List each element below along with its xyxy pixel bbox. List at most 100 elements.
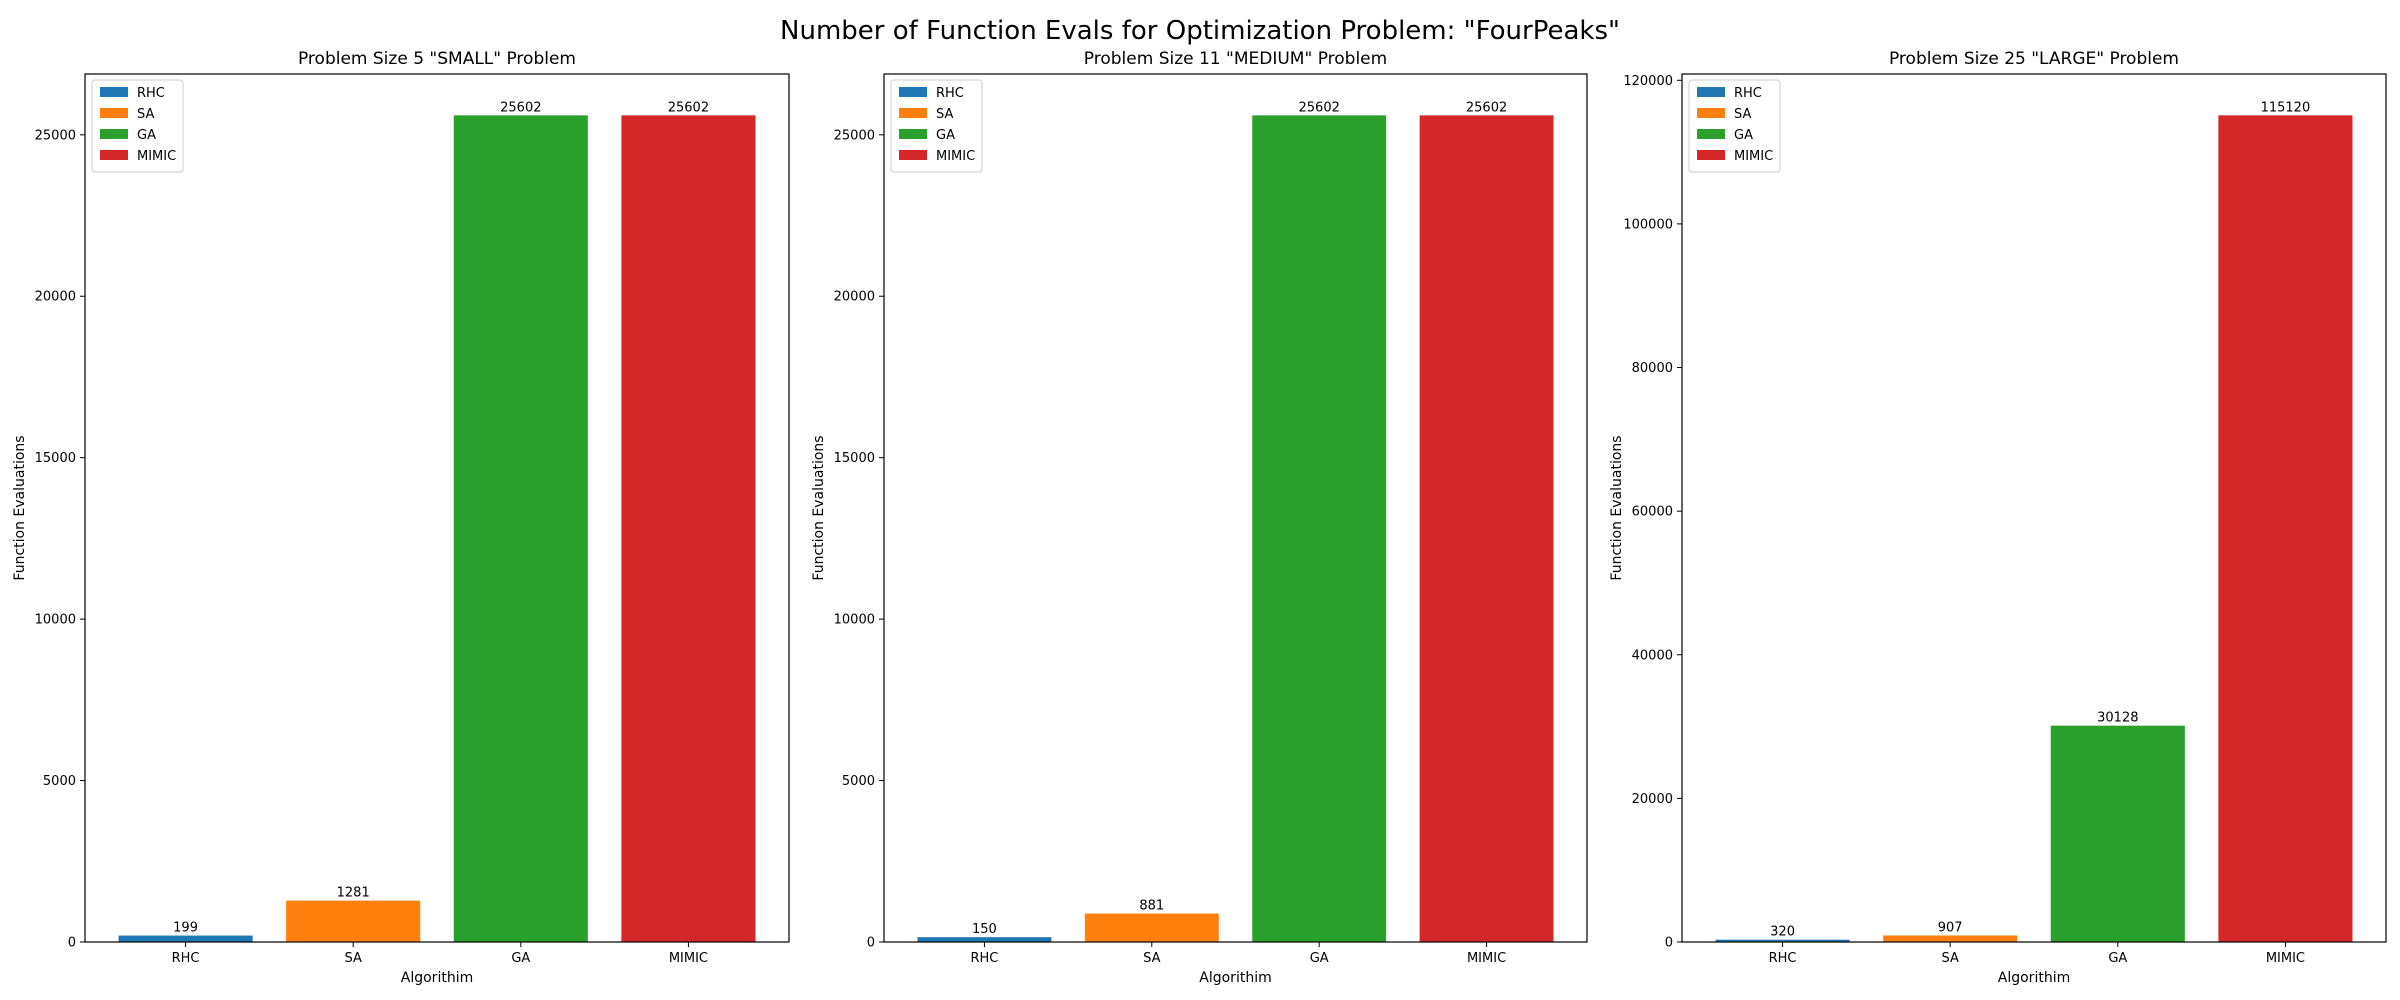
legend: RHC SA GA MIMIC [91, 79, 184, 173]
legend-swatch-mimic [899, 150, 927, 160]
y-tick-label: 120000 [1623, 74, 1673, 89]
bar-value-label: 199 [173, 921, 198, 936]
axes-frame [883, 73, 1588, 943]
legend-label: MIMIC [1734, 149, 1773, 164]
bar-sa [1084, 913, 1219, 942]
legend-swatch-rhc [1697, 87, 1725, 97]
y-axis-label: Function Evaluations [811, 435, 827, 580]
subplot-1: Problem Size 5 "SMALL" Problem 199 1281 256… [12, 49, 790, 986]
bar-value-label: 25602 [1299, 100, 1340, 115]
bar-value-label: 115120 [2261, 100, 2311, 115]
subplot-title: Problem Size 5 "SMALL" Problem [298, 49, 576, 69]
axes-frame [84, 73, 790, 943]
subplot-title: Problem Size 25 "LARGE" Problem [1889, 49, 2179, 69]
bar-sa [286, 900, 421, 942]
y-tick-label: 10000 [35, 613, 76, 628]
x-tick-label: SA [1941, 951, 1958, 966]
legend-swatch-ga [1697, 129, 1725, 139]
legend-label: SA [936, 107, 953, 122]
legend-box [890, 79, 983, 173]
figure-title: Number of Function Evals for Optimizatio… [780, 16, 1620, 46]
bar-rhc [1715, 939, 1850, 942]
x-tick-label: GA [511, 951, 530, 966]
bar-value-label: 320 [1770, 925, 1795, 940]
y-tick-label: 80000 [1632, 361, 1673, 376]
bar-mimic [2218, 115, 2353, 943]
legend-label: GA [137, 128, 156, 143]
y-tick-label: 25000 [834, 128, 875, 143]
bar-mimic [1419, 115, 1554, 942]
y-tick-label: 15000 [834, 451, 875, 466]
legend-swatch-sa [1697, 108, 1725, 118]
bar-rhc [118, 935, 253, 942]
subplot-title: Problem Size 11 "MEDIUM" Problem [1084, 49, 1387, 69]
y-tick-label: 20000 [35, 290, 76, 305]
legend-swatch-sa [899, 108, 927, 118]
legend-swatch-rhc [899, 87, 927, 97]
x-tick-label: GA [2108, 951, 2127, 966]
x-tick-label: MIMIC [1467, 951, 1506, 966]
x-tick-label: SA [344, 951, 361, 966]
y-tick-label: 0 [1665, 936, 1673, 951]
x-tick-label: RHC [1769, 951, 1797, 966]
x-axis-label: Algorithim [1998, 970, 2070, 986]
legend: RHC SA GA MIMIC [1688, 79, 1781, 173]
bar-value-label: 907 [1938, 920, 1963, 935]
y-tick-label: 15000 [35, 451, 76, 466]
legend-swatch-mimic [100, 150, 128, 160]
x-tick-label: GA [1310, 951, 1329, 966]
legend-box [1688, 79, 1781, 173]
bar-value-label: 150 [972, 922, 997, 937]
bar-value-label: 25602 [1466, 100, 1507, 115]
legend-swatch-ga [899, 129, 927, 139]
y-axis-label: Function Evaluations [12, 435, 28, 580]
x-axis-label: Algorithim [1199, 970, 1271, 986]
bar-sa [1883, 935, 2018, 942]
x-tick-label: MIMIC [669, 951, 708, 966]
legend-swatch-rhc [100, 87, 128, 97]
subplot-2: Problem Size 11 "MEDIUM" Problem 150 881 25… [811, 49, 1588, 986]
legend-label: RHC [137, 86, 165, 101]
y-tick-label: 40000 [1632, 648, 1673, 663]
subplots: Problem Size 5 "SMALL" Problem 199 1281 256… [12, 49, 2387, 986]
y-tick-label: 0 [867, 936, 875, 951]
x-tick-label: RHC [970, 951, 998, 966]
legend-swatch-mimic [1697, 150, 1725, 160]
x-tick-label: MIMIC [2266, 951, 2305, 966]
bar-value-label: 25602 [500, 100, 541, 115]
y-axis-label: Function Evaluations [1609, 435, 1625, 580]
legend-swatch-ga [100, 129, 128, 139]
bar-value-label: 25602 [668, 100, 709, 115]
legend-swatch-sa [100, 108, 128, 118]
legend-label: MIMIC [137, 149, 176, 164]
y-tick-label: 5000 [43, 774, 76, 789]
legend-label: SA [1734, 107, 1751, 122]
bar-ga [2050, 725, 2185, 942]
y-tick-label: 25000 [35, 128, 76, 143]
y-tick-label: 0 [68, 936, 76, 951]
x-tick-label: SA [1143, 951, 1160, 966]
legend: RHC SA GA MIMIC [890, 79, 983, 173]
y-tick-label: 10000 [834, 613, 875, 628]
legend-label: GA [936, 128, 955, 143]
bar-value-label: 30128 [2097, 711, 2138, 726]
subplot-3: Problem Size 25 "LARGE" Problem 320 907 301… [1609, 49, 2387, 986]
legend-label: RHC [936, 86, 964, 101]
bar-value-label: 1281 [337, 886, 370, 901]
bar-value-label: 881 [1139, 899, 1164, 914]
y-tick-label: 20000 [834, 290, 875, 305]
legend-label: GA [1734, 128, 1753, 143]
legend-label: MIMIC [936, 149, 975, 164]
axes-frame [1681, 73, 2387, 943]
bar-ga [1252, 115, 1387, 942]
legend-box [91, 79, 184, 173]
bar-mimic [621, 115, 756, 942]
legend-label: RHC [1734, 86, 1762, 101]
bar-ga [453, 115, 588, 942]
y-tick-label: 5000 [842, 774, 875, 789]
y-tick-label: 60000 [1632, 505, 1673, 520]
legend-label: SA [137, 107, 154, 122]
x-axis-label: Algorithim [401, 970, 473, 986]
x-tick-label: RHC [172, 951, 200, 966]
